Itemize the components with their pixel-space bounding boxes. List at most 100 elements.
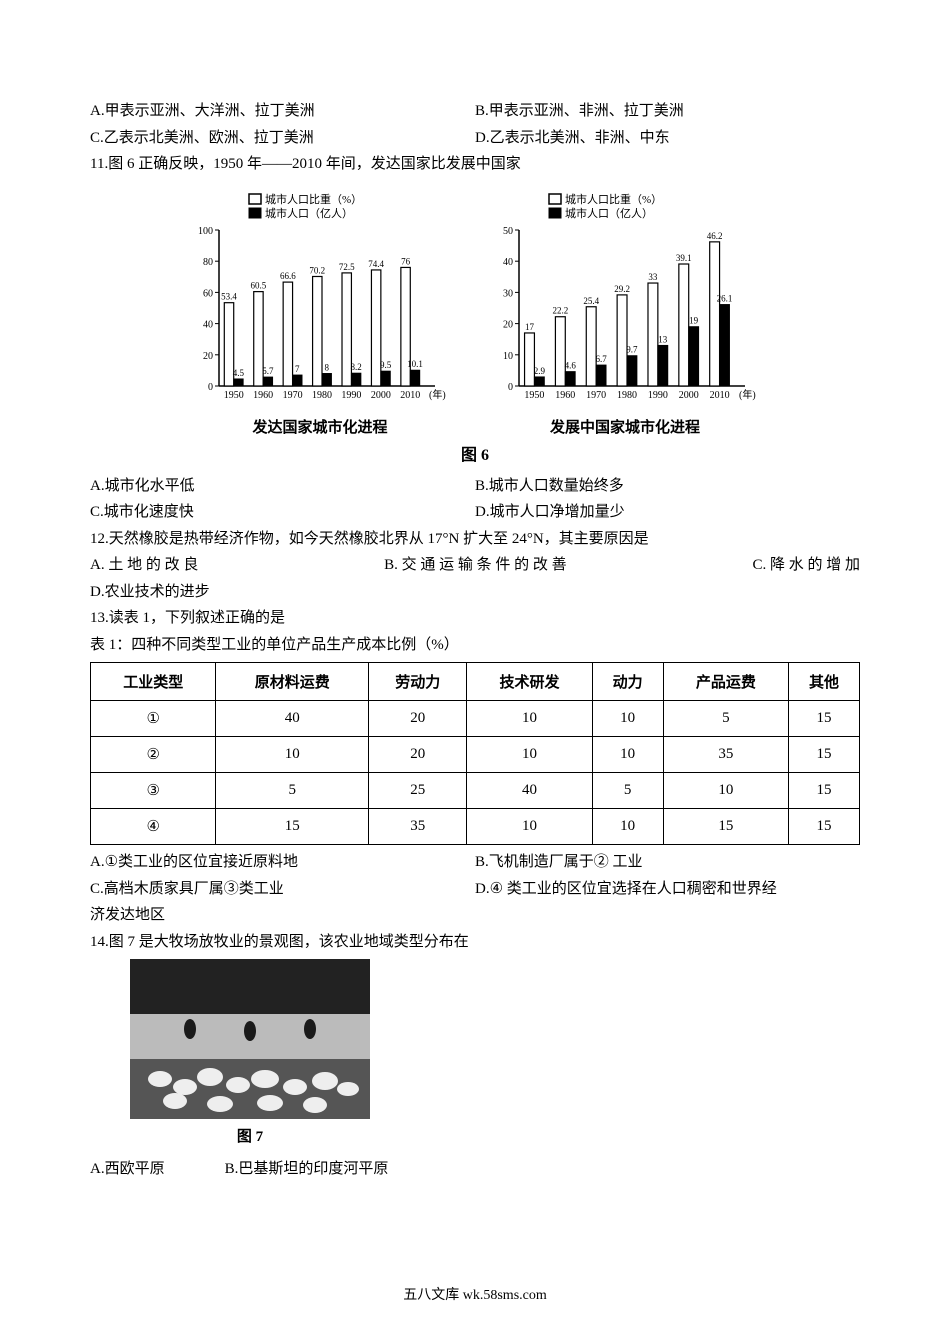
chart2-caption: 发展中国家城市化进程 (550, 416, 700, 437)
svg-text:城市人口比重（%）: 城市人口比重（%） (265, 192, 362, 206)
svg-text:40: 40 (203, 319, 213, 330)
table-cell: 35 (663, 737, 788, 773)
table-cell: 10 (592, 701, 663, 737)
table-header: 劳动力 (369, 663, 467, 701)
q11-row2: C.城市化速度快 D.城市人口净增加量少 (90, 501, 860, 524)
svg-text:2000: 2000 (679, 390, 699, 401)
q11-opt-c: C.城市化速度快 (90, 501, 475, 524)
table-header: 产品运费 (663, 663, 788, 701)
svg-text:4.6: 4.6 (565, 360, 577, 370)
table-cell: 20 (369, 701, 467, 737)
chart2-block: 城市人口比重（%）城市人口（亿人）01020304050172.9195022.… (485, 188, 765, 437)
table-cell: ③ (91, 773, 216, 809)
table-cell: 10 (592, 809, 663, 845)
table-cell: 10 (467, 737, 592, 773)
table-cell: 35 (369, 809, 467, 845)
svg-text:100: 100 (198, 226, 213, 237)
charts-container: 城市人口比重（%） 城市人口（亿人） 0 20 40 60 80 100 53.4 4.5 1950… (90, 188, 860, 437)
svg-text:7: 7 (295, 364, 300, 374)
table-row: ②102010103515 (91, 737, 860, 773)
q11-opt-b: B.城市人口数量始终多 (475, 475, 860, 498)
svg-text:城市人口（亿人）: 城市人口（亿人） (565, 206, 653, 220)
svg-text:19: 19 (689, 315, 699, 325)
svg-text:53.4: 53.4 (221, 291, 237, 301)
svg-text:10.1: 10.1 (407, 359, 423, 369)
svg-text:74.4: 74.4 (368, 258, 384, 268)
svg-text:9.5: 9.5 (380, 360, 392, 370)
q14-stem: 14.图 7 是大牧场放牧业的景观图，该农业地域类型分布在 (90, 931, 860, 954)
q13-opt-c: C.高档木质家具厂属③类工业 (90, 878, 475, 901)
q11-row1: A.城市化水平低 B.城市人口数量始终多 (90, 475, 860, 498)
q12-opt-c: C. 降 水 的 增 加 (752, 554, 860, 577)
table1: 工业类型原材料运费劳动力技术研发动力产品运费其他 ①40201010515②10… (90, 662, 860, 845)
svg-text:4.5: 4.5 (233, 367, 245, 377)
q12-opt-d: D.农业技术的进步 (90, 581, 860, 604)
table-cell: 10 (467, 809, 592, 845)
table-row: ④153510101515 (91, 809, 860, 845)
table-cell: 15 (789, 809, 860, 845)
svg-text:60: 60 (203, 288, 213, 299)
svg-text:20: 20 (503, 319, 513, 330)
svg-text:1950: 1950 (224, 390, 244, 401)
svg-text:30: 30 (503, 288, 513, 299)
table-header: 其他 (789, 663, 860, 701)
table-cell: 10 (216, 737, 369, 773)
table-cell: 15 (789, 701, 860, 737)
svg-text:0: 0 (208, 382, 213, 393)
table-cell: 10 (592, 737, 663, 773)
svg-text:1970: 1970 (283, 390, 303, 401)
q10-row1: A.甲表示亚洲、大洋洲、拉丁美洲 B.甲表示亚洲、非洲、拉丁美洲 (90, 100, 860, 123)
table-header: 原材料运费 (216, 663, 369, 701)
table-cell: 40 (467, 773, 592, 809)
q12-opt-b: B. 交 通 运 输 条 件 的 改 善 (384, 554, 567, 577)
q13-opt-b: B.飞机制造厂属于② 工业 (475, 851, 860, 874)
table-row: ①40201010515 (91, 701, 860, 737)
q13-opt-a: A.①类工业的区位宜接近原料地 (90, 851, 475, 874)
fig7-photo (130, 959, 860, 1119)
fig6-label: 图 6 (90, 441, 860, 465)
chart1-svg: 城市人口比重（%）城市人口（亿人）02040608010053.44.51950… (185, 188, 455, 413)
table-cell: 40 (216, 701, 369, 737)
svg-text:2010: 2010 (400, 390, 420, 401)
svg-text:(年): (年) (429, 388, 446, 401)
q13-row1: A.①类工业的区位宜接近原料地 B.飞机制造厂属于② 工业 (90, 851, 860, 874)
table-cell: 15 (789, 773, 860, 809)
svg-text:1960: 1960 (253, 390, 273, 401)
svg-text:80: 80 (203, 257, 213, 268)
table-cell: 15 (663, 809, 788, 845)
q13-row2: C.高档木质家具厂属③类工业 D.④ 类工业的区位宜选择在人口稠密和世界经 (90, 878, 860, 901)
svg-text:1950: 1950 (524, 390, 544, 401)
svg-text:17: 17 (525, 321, 535, 331)
svg-text:72.5: 72.5 (339, 261, 355, 271)
q12-stem: 12.天然橡胶是热带经济作物，如今天然橡胶北界从 17°N 扩大至 24°N，其… (90, 528, 860, 551)
svg-text:(年): (年) (739, 388, 756, 401)
svg-text:29.2: 29.2 (614, 283, 630, 293)
table-cell: 5 (216, 773, 369, 809)
q12-opts-row: A. 土 地 的 改 良 B. 交 通 运 输 条 件 的 改 善 C. 降 水… (90, 554, 860, 577)
table-cell: 10 (663, 773, 788, 809)
q13-opt-d2: 济发达地区 (90, 904, 860, 927)
svg-text:5.7: 5.7 (262, 366, 274, 376)
svg-text:25.4: 25.4 (583, 295, 599, 305)
footer: 五八文库 wk.58sms.com (0, 1284, 950, 1304)
table-cell: ② (91, 737, 216, 773)
q13-opt-d: D.④ 类工业的区位宜选择在人口稠密和世界经 (475, 878, 860, 901)
q13-stem: 13.读表 1，下列叙述正确的是 (90, 607, 860, 630)
table-cell: 5 (663, 701, 788, 737)
table-cell: 25 (369, 773, 467, 809)
table-cell: 5 (592, 773, 663, 809)
q11-stem: 11.图 6 正确反映，1950 年——2010 年间，发达国家比发展中国家 (90, 153, 860, 176)
svg-text:1980: 1980 (312, 390, 332, 401)
svg-text:1990: 1990 (341, 390, 361, 401)
q12-opt-a: A. 土 地 的 改 良 (90, 554, 198, 577)
svg-text:20: 20 (203, 350, 213, 361)
svg-text:0: 0 (508, 382, 513, 393)
q10-opt-a: A.甲表示亚洲、大洋洲、拉丁美洲 (90, 100, 475, 123)
svg-text:1960: 1960 (555, 390, 575, 401)
svg-text:60.5: 60.5 (251, 280, 267, 290)
svg-text:39.1: 39.1 (676, 253, 692, 263)
svg-text:13: 13 (658, 334, 668, 344)
chart1-caption: 发达国家城市化进程 (252, 416, 387, 437)
table-cell: 15 (789, 737, 860, 773)
table-cell: 15 (216, 809, 369, 845)
